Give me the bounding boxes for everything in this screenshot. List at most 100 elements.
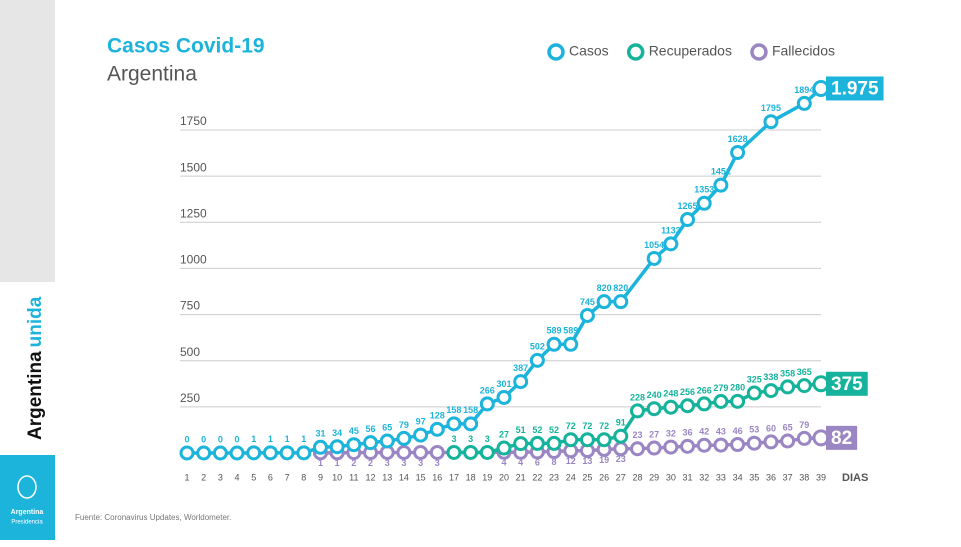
data-label: 1 [251, 434, 256, 444]
data-label: 36 [683, 428, 693, 438]
x-tick-label: 20 [499, 472, 509, 482]
data-label: 32 [666, 428, 676, 438]
x-tick-label: 10 [332, 472, 342, 482]
end-label-text: 1.975 [831, 78, 879, 99]
point [696, 437, 712, 453]
data-label: 2 [368, 458, 373, 468]
data-label: 53 [749, 425, 759, 435]
point [396, 444, 412, 460]
x-tick-label: 30 [666, 472, 676, 482]
data-label: 1 [285, 434, 290, 444]
point [680, 212, 696, 228]
data-label: 8 [552, 457, 557, 467]
point [513, 436, 529, 452]
legend-label: Fallecidos [772, 43, 835, 59]
data-label: 256 [680, 387, 695, 397]
point [629, 403, 645, 419]
end-label-box [826, 425, 858, 450]
data-label: 56 [366, 424, 376, 434]
data-label: 91 [616, 418, 626, 428]
point [696, 396, 712, 412]
data-label: 1353 [694, 185, 714, 195]
data-label: 1795 [761, 103, 781, 113]
series-line [320, 436, 822, 455]
data-label: 52 [532, 425, 542, 435]
data-label: 266 [480, 385, 495, 395]
point [463, 444, 479, 460]
point [763, 434, 779, 450]
data-label: 3 [468, 434, 473, 444]
data-label: 279 [713, 383, 728, 393]
data-label: 1 [335, 458, 340, 468]
legend-marker [750, 43, 768, 61]
point [713, 177, 729, 193]
point [346, 437, 362, 453]
point [646, 401, 662, 417]
brand-word: Argentina [25, 351, 46, 440]
data-label: 79 [399, 420, 409, 430]
point [763, 383, 779, 399]
point [429, 444, 445, 460]
data-label: 387 [513, 363, 528, 373]
point [296, 445, 312, 461]
x-tick-label: 31 [683, 472, 693, 482]
point [812, 375, 830, 393]
x-tick-label: 34 [733, 472, 743, 482]
x-tick-label: 3 [218, 472, 223, 482]
data-label: 820 [597, 283, 612, 293]
data-label: 65 [783, 422, 793, 432]
data-label: 52 [549, 425, 559, 435]
point [196, 445, 212, 461]
point [730, 393, 746, 409]
point [646, 440, 662, 456]
point [429, 421, 445, 437]
data-label: 43 [716, 426, 726, 436]
data-label: 1628 [728, 134, 748, 144]
point [796, 430, 812, 446]
x-tick-label: 26 [599, 472, 609, 482]
x-tick-label: 2 [201, 472, 206, 482]
point [413, 444, 429, 460]
data-label: 46 [733, 426, 743, 436]
y-tick-label: 1750 [180, 114, 207, 128]
point [513, 374, 529, 390]
x-tick-label: 39 [816, 472, 826, 482]
x-tick-label: 4 [235, 472, 240, 482]
point [596, 294, 612, 310]
data-label: 228 [630, 392, 645, 402]
x-tick-label: 17 [449, 472, 459, 482]
x-tick-label: 5 [251, 472, 256, 482]
data-label: 34 [332, 428, 342, 438]
x-tick-label: 25 [582, 472, 592, 482]
data-label: 280 [730, 383, 745, 393]
x-tick-label: 14 [399, 472, 409, 482]
point [663, 236, 679, 252]
x-tick-label: 16 [432, 472, 442, 482]
point [529, 435, 545, 451]
data-label: 128 [430, 411, 445, 421]
point [680, 438, 696, 454]
point [796, 378, 812, 394]
data-label: 1133 [661, 225, 681, 235]
end-label: 375 [826, 371, 868, 396]
logo-text: Argentina [11, 509, 44, 516]
point [663, 439, 679, 455]
data-label: 240 [647, 390, 662, 400]
y-tick-label: 1000 [180, 253, 207, 267]
point [746, 435, 762, 451]
x-tick-label: 32 [699, 472, 709, 482]
data-label: 0 [235, 434, 240, 444]
point [279, 445, 295, 461]
source: Fuente: Coronavirus Updates, Worldometer… [75, 513, 231, 522]
x-tick-label: 33 [716, 472, 726, 482]
x-tick-label: 11 [349, 472, 358, 482]
data-label: 3 [451, 434, 456, 444]
data-label: 2 [351, 458, 356, 468]
point [463, 416, 479, 432]
data-label: 1 [268, 434, 273, 444]
x-tick-label: 37 [783, 472, 793, 482]
data-label: 60 [766, 423, 776, 433]
point [312, 439, 328, 455]
point [529, 352, 545, 368]
data-label: 358 [780, 368, 795, 378]
